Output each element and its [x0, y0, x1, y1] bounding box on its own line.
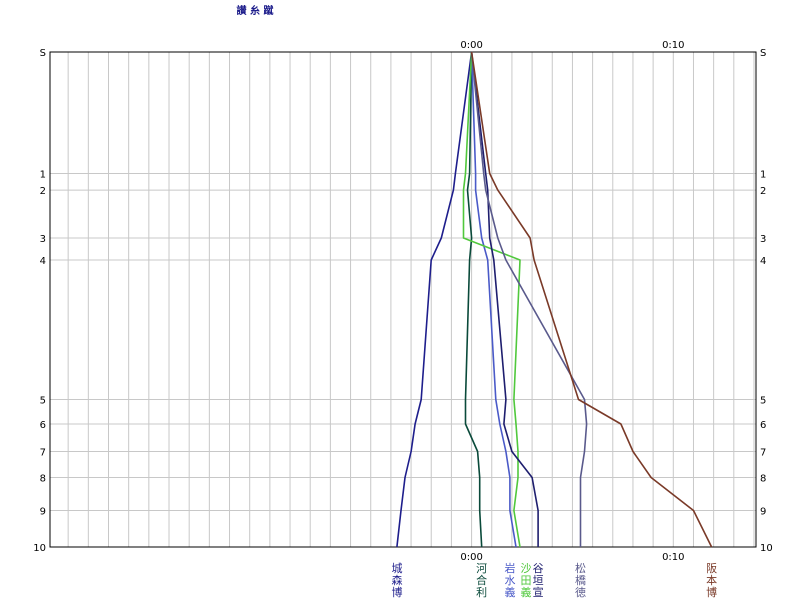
series-name-glyph: 橋: [575, 573, 586, 587]
series-name-glyph: 田: [520, 574, 531, 587]
series-name-glyph: 合: [476, 573, 487, 587]
x-tick-label-top: 0:10: [662, 40, 684, 51]
y-ticks-right: S 1 2 3 4 5 6 7 8 9 10: [760, 48, 773, 554]
series-name-glyph: 城: [391, 562, 402, 575]
series-name-glyph: 沙: [520, 562, 531, 575]
y-tick-label-right: 7: [760, 447, 766, 458]
y-tick-label-right: 5: [760, 395, 766, 406]
series-line: [470, 51, 713, 548]
y-tick-label-right: 6: [760, 420, 766, 431]
series-line: [470, 51, 588, 547]
y-tick-label-left: 1: [40, 169, 46, 180]
y-tick-label-right: 3: [760, 234, 766, 245]
series-name-glyph: 松: [575, 561, 586, 575]
y-tick-label-left: 9: [40, 506, 46, 517]
series-name-glyph: 宣: [533, 585, 544, 599]
y-tick-label-left: 5: [40, 395, 46, 406]
series-name-glyph: 谷: [533, 562, 544, 575]
series-name-glyph: 岩: [504, 561, 515, 575]
series-name-glyph: 本: [706, 573, 717, 587]
y-tick-label-left: 4: [40, 256, 46, 267]
y-tick-label-left: 10: [33, 543, 46, 554]
y-tick-label-left: 7: [40, 447, 46, 458]
y-tick-label-left: 8: [40, 474, 46, 485]
x-ticks-top: 0:00 0:10: [460, 40, 684, 51]
series-line: [470, 51, 539, 547]
series-line: [464, 51, 483, 548]
series-name-glyph: 河: [476, 562, 487, 575]
series-name-glyph: 阪: [706, 561, 717, 575]
series-name-glyph: 義: [504, 585, 515, 599]
x-tick-label-bottom: 0:10: [662, 552, 684, 563]
y-ticks-left: S 1 2 3 4 5 6 7 8 9 10: [33, 48, 46, 554]
top-label: 讃 糸 蹴: [237, 4, 274, 17]
series-name-glyph: 水: [504, 574, 515, 587]
grid: [50, 51, 756, 548]
x-ticks-bottom: 0:00 0:10: [460, 552, 684, 563]
series-name-glyph: 博: [706, 586, 717, 599]
series-name-glyph: 徳: [575, 586, 586, 599]
series-name-glyph: 義: [520, 585, 531, 599]
series-line: [470, 51, 517, 548]
series-name-glyph: 森: [391, 573, 402, 587]
x-tick-label-bottom: 0:00: [460, 552, 482, 563]
y-tick-label-right: S: [760, 48, 766, 59]
y-tick-label-right: 1: [760, 169, 766, 180]
series-name-glyph: 垣: [533, 574, 544, 587]
y-tick-label-left: S: [40, 48, 46, 59]
y-tick-label-left: 6: [40, 420, 46, 431]
y-tick-label-right: 2: [760, 186, 766, 197]
y-tick-label-left: 3: [40, 234, 46, 245]
y-tick-label-right: 8: [760, 474, 766, 485]
y-tick-label-right: 9: [760, 506, 766, 517]
plot-frame: [49, 51, 757, 548]
series-line: [462, 51, 521, 548]
y-tick-label-right: 10: [760, 543, 773, 554]
series-name-glyph: 利: [476, 586, 487, 599]
series-name-glyph: 博: [391, 586, 402, 599]
x-tick-label-top: 0:00: [460, 40, 482, 51]
y-tick-label-left: 2: [40, 186, 46, 197]
series-line: [396, 51, 473, 548]
y-tick-label-right: 4: [760, 256, 766, 267]
series-lines: [396, 51, 713, 548]
